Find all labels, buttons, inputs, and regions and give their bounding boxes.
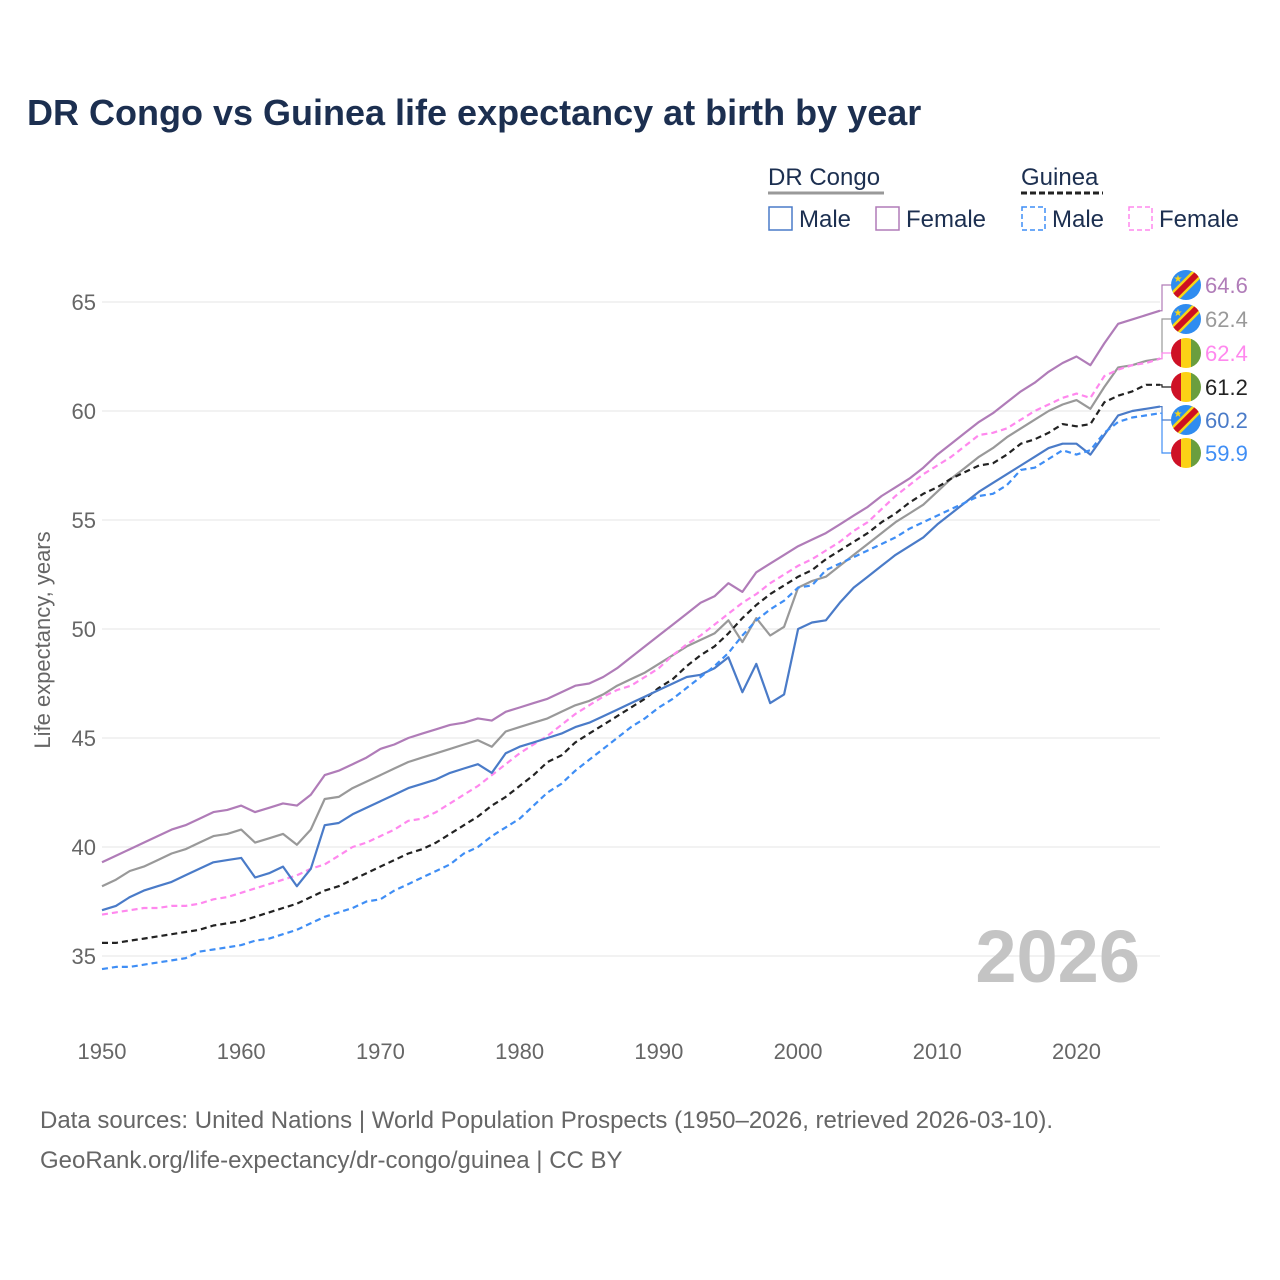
- legend-group-title: DR Congo: [768, 164, 880, 191]
- series-line-gin_female: [101, 357, 1161, 916]
- legend-item-label: Female: [1159, 206, 1239, 233]
- series-line-drc_male: [101, 405, 1161, 912]
- legend-group-title: Guinea: [1021, 164, 1099, 191]
- label-connector: [1160, 284, 1172, 312]
- legend-item-label: Male: [799, 206, 851, 233]
- svg-text:★: ★: [1174, 274, 1183, 285]
- dr-congo-flag-icon: ★: [1171, 405, 1201, 435]
- x-tick-label: 2020: [1052, 1039, 1101, 1064]
- series-line-gin_total: [102, 383, 1160, 944]
- end-value-label: 64.6: [1205, 273, 1248, 298]
- x-tick-label: 1990: [634, 1039, 683, 1064]
- series-line-drc_female: [101, 309, 1161, 864]
- legend-swatch: [1021, 206, 1046, 231]
- svg-text:★: ★: [1174, 409, 1183, 420]
- y-tick-label: 40: [72, 835, 96, 860]
- x-tick-label: 1950: [78, 1039, 127, 1064]
- svg-text:★: ★: [1174, 308, 1183, 319]
- guinea-flag-icon: [1171, 338, 1201, 368]
- y-tick-label: 45: [72, 726, 96, 751]
- x-tick-label: 2000: [774, 1039, 823, 1064]
- legend-item-label: Female: [906, 206, 986, 233]
- series-line-drc_total: [101, 357, 1161, 888]
- chart-title: DR Congo vs Guinea life expectancy at bi…: [27, 92, 922, 133]
- x-tick-label: 1970: [356, 1039, 405, 1064]
- source-url-text[interactable]: GeoRank.org/life-expectancy/dr-congo/gui…: [40, 1147, 623, 1174]
- dr-congo-flag-icon: ★: [1171, 304, 1201, 334]
- legend-swatch: [768, 206, 793, 231]
- dr-congo-flag-icon: ★: [1171, 270, 1201, 300]
- y-tick-label: 35: [72, 944, 96, 969]
- y-axis-label: Life expectancy, years: [30, 531, 55, 748]
- guinea-flag-icon: [1171, 372, 1201, 402]
- legend-swatch: [1128, 206, 1153, 231]
- y-tick-label: 55: [72, 508, 96, 533]
- legend-item-label: Male: [1052, 206, 1104, 233]
- y-tick-label: 60: [72, 399, 96, 424]
- y-tick-label: 50: [72, 617, 96, 642]
- y-tick-label: 65: [72, 290, 96, 315]
- end-value-label: 62.4: [1205, 307, 1248, 332]
- end-value-label: 59.9: [1205, 441, 1248, 466]
- end-value-label: 61.2: [1205, 375, 1248, 400]
- x-tick-label: 2010: [913, 1039, 962, 1064]
- data-sources-text: Data sources: United Nations | World Pop…: [40, 1107, 1054, 1134]
- x-tick-label: 1960: [217, 1039, 266, 1064]
- legend-swatch: [875, 206, 900, 231]
- label-connector: [1160, 384, 1172, 388]
- label-connector: [1160, 352, 1172, 360]
- year-watermark: 2026: [975, 915, 1140, 998]
- end-value-label: 62.4: [1205, 341, 1248, 366]
- end-value-label: 60.2: [1205, 408, 1248, 433]
- series-line-gin_male: [101, 412, 1161, 971]
- x-tick-label: 1980: [495, 1039, 544, 1064]
- guinea-flag-icon: [1171, 438, 1201, 468]
- label-connector: [1160, 412, 1172, 454]
